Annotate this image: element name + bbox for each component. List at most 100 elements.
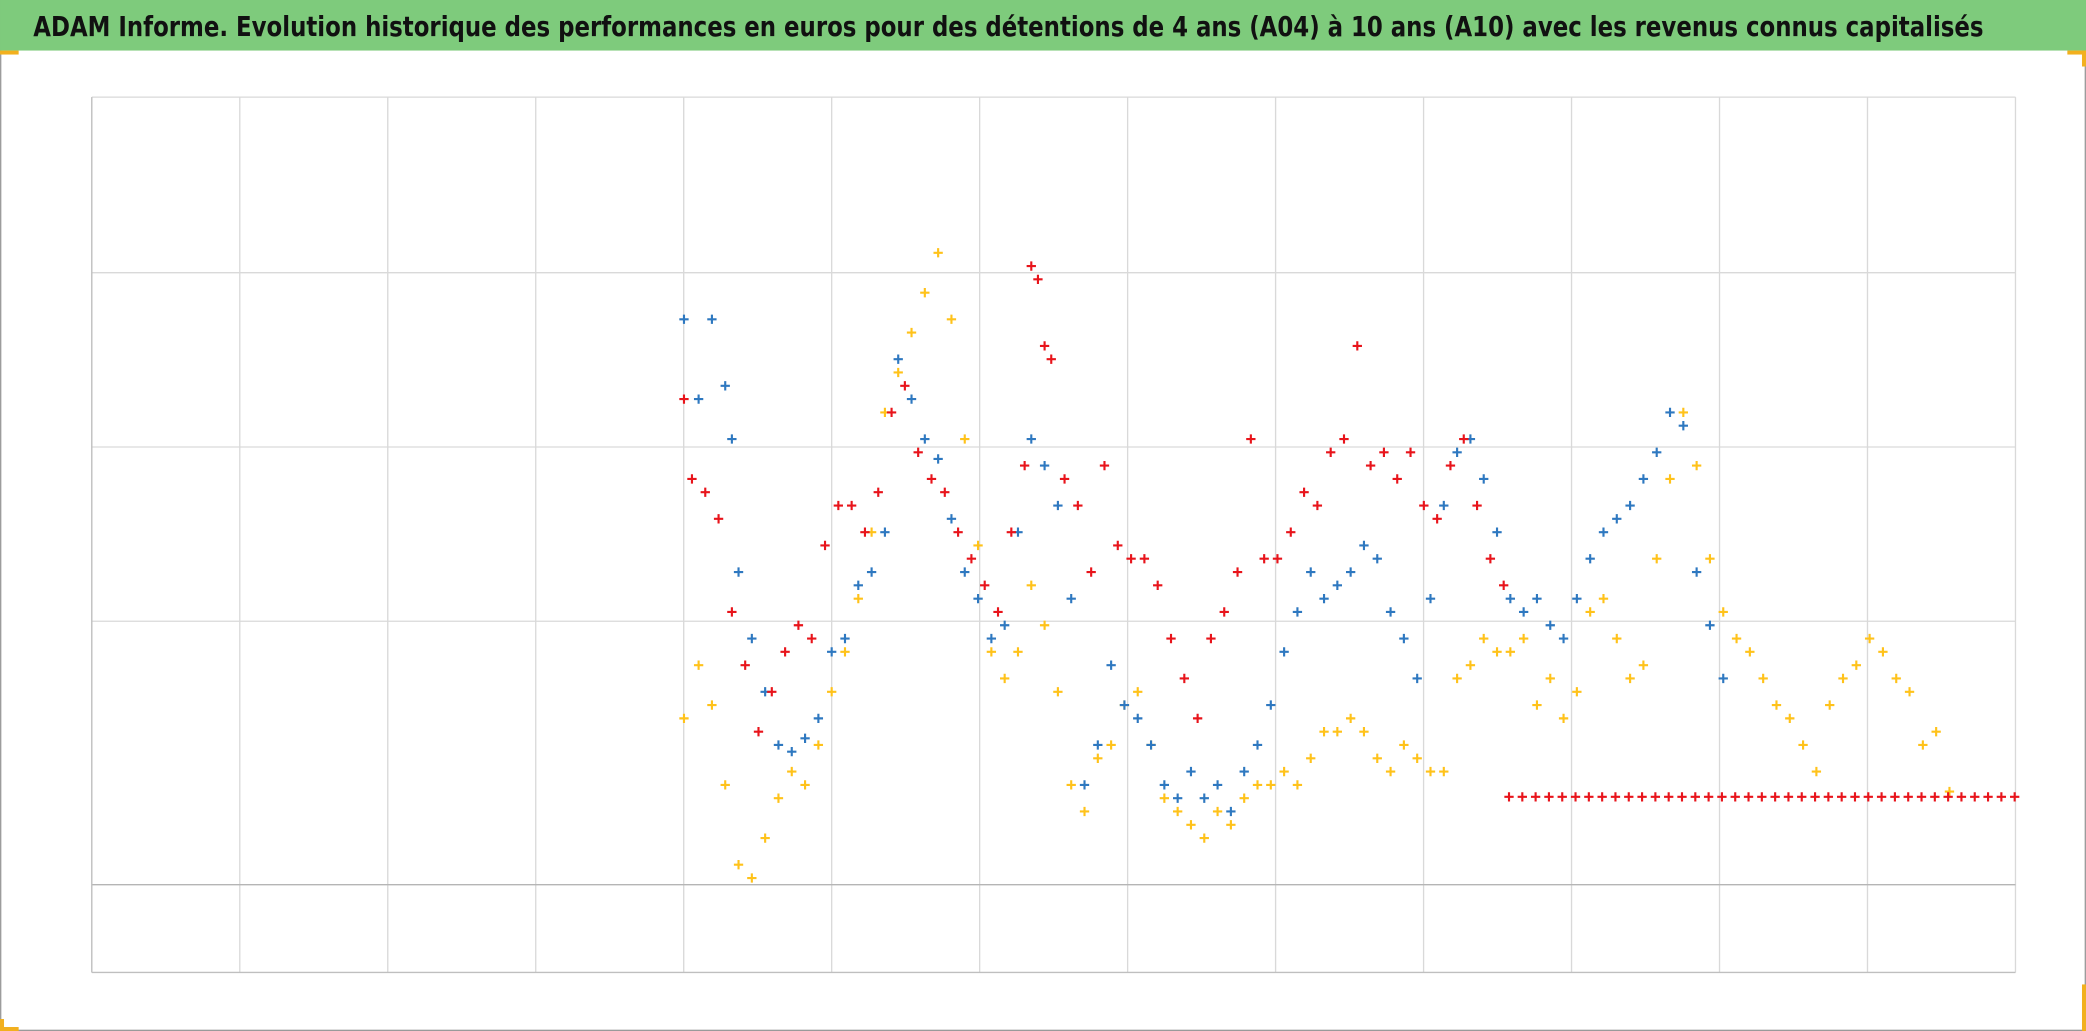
point [1266, 780, 1276, 790]
point [1492, 527, 1502, 537]
point [1624, 792, 1634, 802]
point [1266, 700, 1276, 710]
point [1718, 607, 1728, 617]
point [1518, 633, 1529, 644]
point [880, 527, 890, 537]
series [679, 248, 1955, 883]
point [720, 780, 730, 790]
point [1664, 792, 1674, 802]
point [1558, 633, 1569, 644]
point [1173, 793, 1183, 803]
point [1598, 593, 1609, 604]
point [1677, 792, 1687, 802]
point [827, 687, 837, 697]
point [793, 620, 804, 630]
point [1199, 793, 1209, 803]
point [853, 580, 863, 590]
point [713, 514, 724, 524]
point [1425, 593, 1436, 604]
point [1903, 792, 1913, 802]
point [1878, 647, 1888, 657]
point [1625, 673, 1635, 684]
point [1239, 766, 1249, 777]
point [986, 647, 997, 657]
point [1439, 766, 1449, 777]
point [1079, 806, 1090, 817]
point [1770, 792, 1780, 802]
point [1046, 354, 1056, 364]
point [727, 607, 737, 617]
point [827, 647, 837, 657]
point [886, 407, 897, 418]
point [1173, 806, 1183, 817]
point [1730, 792, 1740, 802]
point [1139, 554, 1150, 564]
point [747, 633, 757, 644]
point [800, 733, 810, 743]
point [1597, 792, 1607, 802]
point [966, 554, 977, 564]
point [1399, 633, 1409, 644]
point [933, 454, 943, 464]
point [1705, 554, 1715, 564]
point [1479, 633, 1489, 644]
point [1757, 792, 1767, 802]
point [787, 766, 797, 777]
point [1292, 607, 1303, 617]
point [1405, 447, 1416, 457]
point [1625, 500, 1635, 511]
point [787, 746, 797, 757]
point [1093, 740, 1103, 750]
point [1199, 833, 1209, 843]
point [1359, 540, 1369, 551]
point [1299, 487, 1309, 497]
point [1419, 500, 1429, 511]
point [1439, 500, 1449, 511]
point [920, 288, 930, 298]
point [1219, 607, 1229, 617]
point [1006, 527, 1016, 537]
point [1272, 554, 1283, 564]
point [1153, 580, 1163, 590]
corner-marks [0, 50, 2086, 1031]
point [1691, 567, 1702, 577]
point [1292, 780, 1303, 790]
point [1825, 700, 1835, 710]
series [679, 261, 2020, 802]
point [1691, 460, 1702, 471]
point [1970, 792, 1980, 802]
point [1312, 500, 1323, 511]
point [1837, 792, 1847, 802]
point [973, 593, 983, 604]
point [1392, 474, 1402, 484]
point [1445, 460, 1456, 471]
point [1133, 713, 1143, 724]
point [1359, 727, 1369, 737]
point [1797, 792, 1807, 802]
point [1918, 740, 1928, 750]
point [920, 434, 930, 444]
point [833, 500, 843, 511]
point [1532, 700, 1542, 710]
point [1771, 700, 1782, 710]
point [1638, 660, 1649, 670]
point [1093, 753, 1103, 763]
point [1066, 593, 1076, 604]
point [1810, 792, 1820, 802]
point [1339, 434, 1349, 444]
point [1452, 447, 1462, 457]
point [693, 394, 704, 404]
point [1086, 567, 1096, 577]
point [1665, 407, 1675, 418]
point [1000, 673, 1010, 684]
point [1612, 514, 1622, 524]
point [1119, 700, 1130, 710]
point [813, 740, 824, 750]
point [1033, 274, 1043, 285]
point [1585, 554, 1595, 564]
point [1690, 792, 1700, 802]
point [1904, 687, 1915, 697]
point [679, 314, 689, 324]
point [1930, 792, 1940, 802]
point [1286, 527, 1296, 537]
